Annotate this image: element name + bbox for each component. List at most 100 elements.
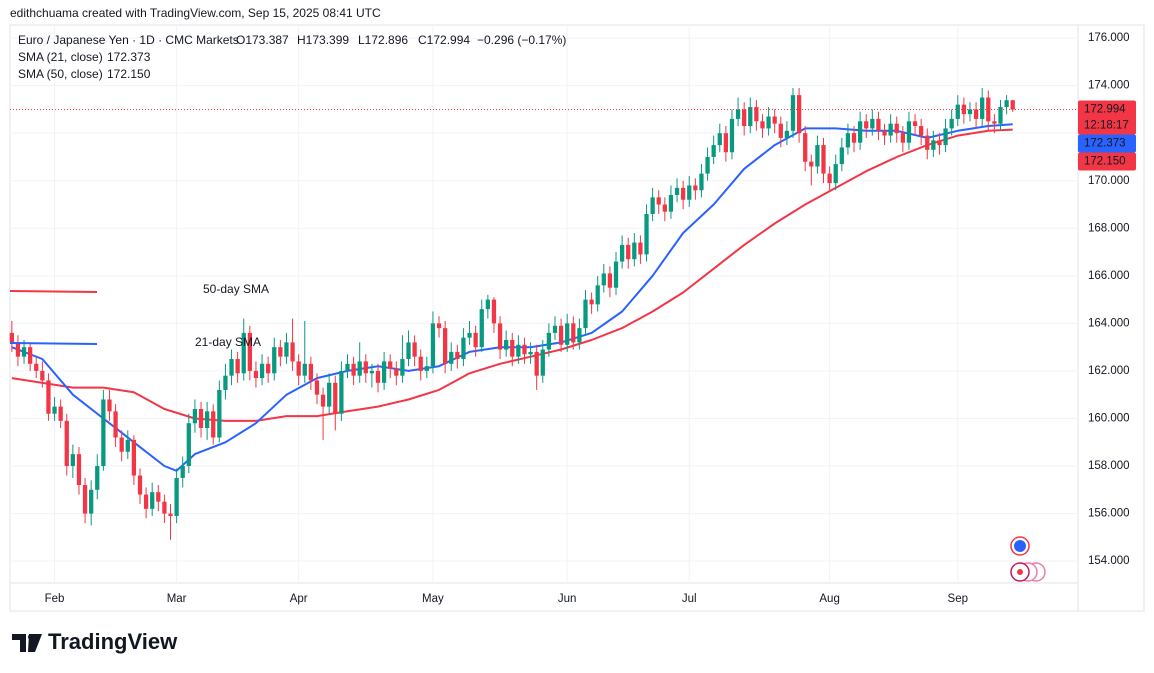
candle-body <box>619 244 625 262</box>
y-tick-label: 160.000 <box>1088 413 1130 425</box>
candle-body <box>223 375 228 390</box>
candle-body <box>833 164 838 184</box>
candle-body <box>278 347 283 357</box>
candle-body <box>632 242 637 260</box>
candle-body <box>845 133 851 148</box>
symbol: Euro / Japanese Yen · 1D · CMC Markets <box>18 33 239 47</box>
candle-body <box>412 342 417 357</box>
candle-body <box>674 187 680 195</box>
candle-body <box>851 133 857 143</box>
candle-body <box>583 299 588 329</box>
candle-body <box>784 130 790 138</box>
candle-body <box>589 299 594 305</box>
candle-body <box>980 97 985 119</box>
candle-body <box>546 332 552 350</box>
candle-body <box>827 173 832 184</box>
candle-body <box>52 406 57 414</box>
candle-body <box>21 347 27 357</box>
candle-body <box>284 342 289 357</box>
candle-body <box>925 135 930 150</box>
sma21-value: 172.373 <box>107 50 151 64</box>
price-tag <box>1078 152 1136 171</box>
candle-body <box>369 370 375 374</box>
candle-body <box>168 513 173 516</box>
candle-body <box>534 351 539 376</box>
candle-body <box>394 368 399 376</box>
candle-body <box>473 332 478 348</box>
candle-body <box>516 344 521 357</box>
candle-body <box>815 145 820 167</box>
candle-body <box>510 340 515 357</box>
candle-body <box>662 204 667 212</box>
x-tick-label: Apr <box>290 593 308 605</box>
candle-body <box>46 380 51 414</box>
change: −0.296 (−0.17%) <box>477 33 566 47</box>
candle-body <box>461 337 466 360</box>
y-tick-label: 166.000 <box>1088 270 1130 282</box>
candle-body <box>601 273 606 286</box>
candle-body <box>388 361 393 369</box>
candle-body <box>565 323 570 345</box>
candle-body <box>241 332 246 374</box>
candle-body <box>613 261 619 288</box>
candle-body <box>796 95 802 134</box>
candle-body <box>919 126 924 136</box>
candle-body <box>912 121 918 127</box>
candle-body <box>760 121 765 129</box>
candle-body <box>656 197 661 205</box>
candle-body <box>125 439 130 452</box>
x-tick-label: May <box>422 593 444 605</box>
candle-body <box>113 411 118 438</box>
candle-body <box>186 423 191 467</box>
candle-body <box>973 109 979 119</box>
candle-body <box>522 344 527 355</box>
candle-body <box>424 366 429 371</box>
candle-body <box>754 107 759 122</box>
logo: TradingView <box>12 629 178 654</box>
candle-body <box>894 123 899 134</box>
y-tick-label: 154.000 <box>1088 555 1130 567</box>
candle-body <box>119 437 124 452</box>
y-tick-label: 158.000 <box>1088 460 1130 472</box>
x-tick-label: Aug <box>819 593 839 605</box>
candle-body <box>735 109 741 119</box>
candle-body <box>442 328 448 364</box>
candle-body <box>150 492 155 509</box>
event-icon <box>1017 569 1023 575</box>
candle-body <box>406 342 411 360</box>
candle-body <box>778 123 783 138</box>
candle-body <box>803 133 808 162</box>
candle-body <box>906 121 912 143</box>
annotation: 21-day SMA <box>195 335 261 349</box>
candle-body <box>174 477 179 516</box>
candle-body <box>504 340 509 350</box>
candle-body <box>15 342 21 357</box>
candle-body <box>156 492 161 502</box>
candle-body <box>992 121 997 124</box>
candle-body <box>638 242 643 255</box>
candle-body <box>729 118 735 153</box>
candle-body <box>479 309 484 348</box>
frame <box>9 24 1145 612</box>
candle-body <box>809 161 814 167</box>
candle-body <box>101 399 106 467</box>
candle-body <box>668 194 674 212</box>
y-tick-label: 170.000 <box>1088 175 1130 187</box>
candle-body <box>58 406 63 421</box>
candle-body <box>204 411 210 428</box>
candle-body <box>247 332 252 371</box>
candle-body <box>870 118 875 129</box>
drawn-line <box>9 290 98 293</box>
candle-body <box>467 332 472 338</box>
candle-body <box>107 399 112 412</box>
candle-body <box>687 185 692 200</box>
candle-body <box>259 363 265 379</box>
candle-body <box>790 95 796 131</box>
candle-body <box>626 244 631 260</box>
candle-body <box>497 323 503 350</box>
candle-body <box>748 107 753 127</box>
candle-body <box>644 214 649 255</box>
header: edithchuama created with TradingView.com… <box>10 6 381 20</box>
candle-body <box>699 173 704 191</box>
y-tick-label: 176.000 <box>1088 32 1130 44</box>
